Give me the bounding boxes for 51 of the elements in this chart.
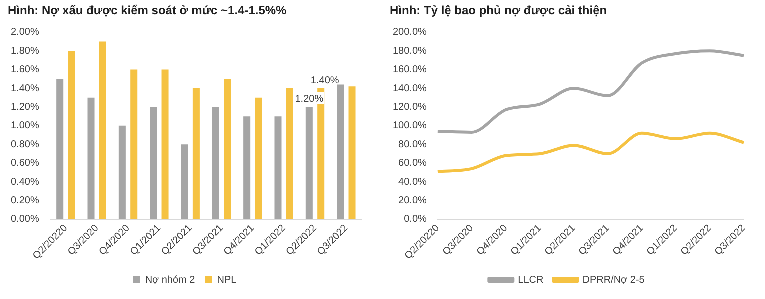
bar (88, 98, 95, 220)
data-label: 1.20% (295, 94, 324, 105)
y-tick-label: 120.0% (392, 102, 428, 113)
y-tick-label: 1.60% (10, 64, 40, 76)
bar (181, 144, 188, 220)
y-tick-label: 180.0% (392, 46, 428, 57)
y-tick-label: 1.40% (10, 83, 40, 94)
y-tick-label: 80.0% (398, 139, 428, 150)
bar (130, 70, 138, 220)
bar (224, 79, 232, 220)
y-tick-label: 0.60% (10, 158, 40, 170)
y-tick-label: 40.0% (398, 176, 428, 188)
chart-title: Hình: Nợ xấu được kiểm soát ở mức ~1.4-1.5%% (8, 4, 288, 18)
line-series (436, 132, 746, 174)
legend-label: LLCR (518, 274, 544, 286)
bar (255, 98, 262, 220)
legend-label: DPRR/Nợ 2-5 (582, 274, 646, 286)
bar (192, 88, 200, 220)
bar (56, 79, 64, 220)
y-tick-label: 0.00% (10, 214, 40, 226)
bar (306, 107, 313, 220)
y-tick-label: 0.40% (10, 176, 40, 188)
bar (286, 88, 294, 220)
bar (68, 51, 76, 220)
y-tick-label: 0.20% (10, 196, 40, 206)
y-tick-label: 100.0% (392, 120, 428, 132)
bar (162, 70, 169, 220)
data-label: 1.40% (310, 75, 340, 86)
bar (212, 107, 220, 220)
y-tick-label: 200.0% (392, 27, 428, 38)
y-tick-label: 1.20% (10, 102, 40, 113)
y-tick-label: 0.0% (404, 214, 428, 226)
line-series (436, 50, 746, 134)
chart-title: Hình: Tỷ lệ bao phủ nợ được cải thiện (390, 4, 608, 18)
bar (118, 126, 126, 220)
y-tick-label: 60.0% (398, 158, 428, 170)
bar (274, 116, 282, 220)
bar (348, 86, 356, 220)
bar (150, 107, 158, 220)
y-tick-label: 0.80% (10, 139, 40, 150)
legend-label: NPL (217, 274, 238, 286)
bar (337, 84, 344, 220)
y-tick-label: 140.0% (392, 83, 428, 94)
y-tick-label: 160.0% (392, 64, 428, 76)
y-tick-label: 1.80% (10, 46, 40, 57)
y-tick-label: 20.0% (398, 196, 428, 206)
legend-label: Nợ nhóm 2 (145, 274, 196, 286)
bar (244, 116, 251, 220)
bar (99, 42, 106, 220)
y-tick-label: 2.00% (10, 27, 40, 38)
y-tick-label: 1.00% (10, 120, 40, 132)
